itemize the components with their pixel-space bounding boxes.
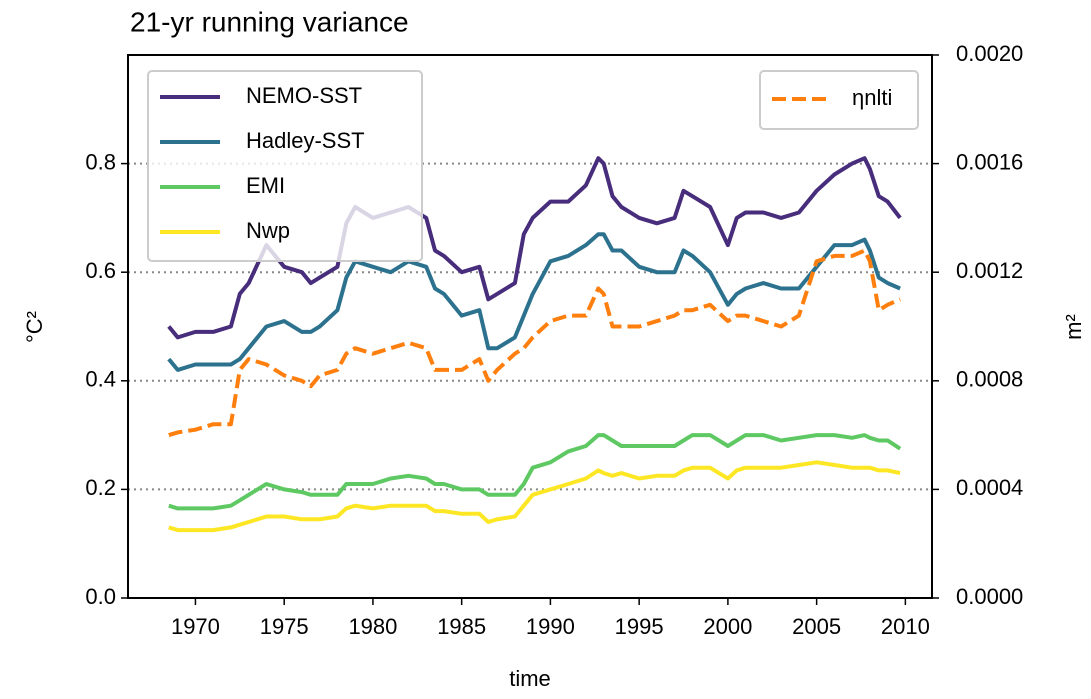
plot-frame <box>127 54 933 599</box>
x-tick-label: 1970 <box>171 614 220 639</box>
legend-label: EMI <box>246 173 285 198</box>
x-tick-label: 2010 <box>881 614 930 639</box>
x-tick-label: 2000 <box>703 614 752 639</box>
x-tick-label: 2005 <box>792 614 841 639</box>
y2-tick-label: 0.0012 <box>956 258 1023 283</box>
y2-tick-label: 0.0008 <box>956 367 1023 392</box>
y-tick-label: 0.8 <box>85 149 116 174</box>
x-tick-label: 1980 <box>348 614 397 639</box>
y-tick-label: 0.2 <box>85 475 116 500</box>
data-line <box>168 460 901 533</box>
y2-tick-label: 0.0000 <box>956 584 1023 609</box>
y2-tick-label: 0.0016 <box>956 149 1023 174</box>
y2-axis-label: m² <box>1061 314 1086 340</box>
legend-label: ηnlti <box>852 85 892 110</box>
legend-label: Nwp <box>246 218 290 243</box>
y2-tick-label: 0.0004 <box>956 475 1023 500</box>
legend-label: Hadley-SST <box>246 128 365 153</box>
y-tick-label: 0.6 <box>85 258 116 283</box>
y-axis-label: °C² <box>22 311 47 343</box>
x-tick-label: 1990 <box>526 614 575 639</box>
x-tick-label: 1995 <box>615 614 664 639</box>
data-line <box>167 156 902 340</box>
legend-label: NEMO-SST <box>246 83 362 108</box>
legend-box <box>759 70 919 130</box>
y-tick-label: 0.4 <box>85 367 116 392</box>
data-line <box>168 248 901 438</box>
x-axis-label: time <box>509 666 551 691</box>
data-line <box>168 433 902 511</box>
chart-title: 21-yr running variance <box>130 6 409 37</box>
x-tick-label: 1985 <box>437 614 486 639</box>
y-tick-label: 0.0 <box>85 584 116 609</box>
data-line <box>167 232 901 372</box>
y2-tick-label: 0.0020 <box>956 41 1023 66</box>
legend-box <box>147 70 423 262</box>
x-tick-label: 1975 <box>260 614 309 639</box>
